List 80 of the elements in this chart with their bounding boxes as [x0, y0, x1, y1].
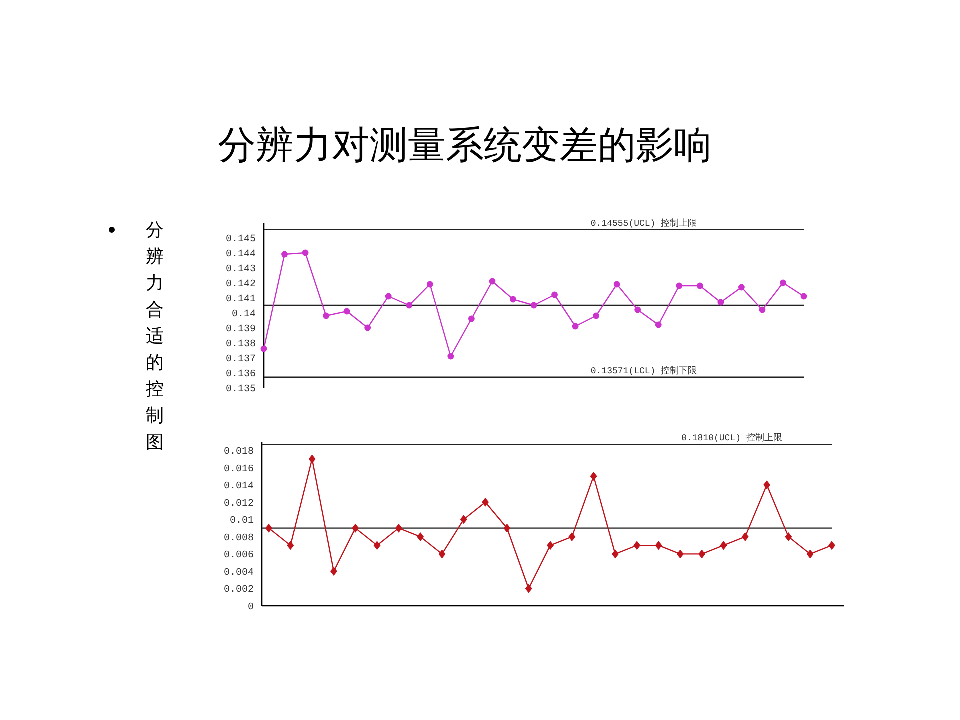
point	[460, 515, 468, 524]
point	[676, 282, 683, 290]
y-tick-label: 0.137	[226, 354, 256, 366]
point	[352, 524, 360, 533]
point	[395, 524, 402, 533]
point	[547, 541, 554, 550]
y-tick-label: 0.018	[224, 447, 254, 458]
point	[764, 480, 771, 490]
point	[417, 532, 424, 542]
point	[655, 541, 662, 550]
point	[438, 550, 446, 559]
point	[385, 293, 392, 300]
point	[302, 250, 309, 256]
y-tick-label: 0.014	[224, 482, 254, 493]
y-tick-label: 0.136	[226, 370, 256, 380]
point	[468, 316, 475, 322]
point	[482, 498, 490, 507]
y-tick-label: 0.139	[226, 324, 256, 336]
point	[742, 532, 749, 542]
y-tick-label: 0.012	[224, 498, 254, 510]
point	[718, 299, 724, 306]
point	[676, 550, 684, 559]
point	[655, 322, 662, 328]
point	[612, 550, 619, 559]
point	[759, 306, 766, 314]
point	[448, 353, 454, 360]
point	[364, 324, 372, 332]
point	[530, 302, 538, 309]
point	[806, 550, 814, 559]
point	[260, 346, 268, 352]
y-tick-label: 0.008	[224, 533, 254, 544]
y-tick-label: 0.01	[230, 516, 254, 528]
y-tick-label: 0.141	[226, 294, 256, 306]
chart-title: 分辨力对测量系统变差的影响	[218, 123, 712, 167]
point	[330, 566, 338, 576]
point	[780, 280, 786, 286]
y-tick-label: 0.142	[226, 280, 256, 290]
y-tick-label: 0.145	[226, 234, 256, 246]
point	[426, 281, 434, 288]
point	[406, 302, 413, 309]
point	[510, 296, 516, 303]
point	[634, 306, 642, 314]
y-tick-label: 0.002	[224, 585, 254, 596]
point	[828, 541, 836, 550]
y-tick-label: 0.006	[224, 550, 254, 562]
point	[572, 323, 579, 330]
point	[489, 278, 496, 285]
point	[800, 293, 808, 300]
y-tick-label: 0.016	[224, 464, 254, 476]
point	[552, 292, 558, 298]
point	[374, 541, 381, 550]
point	[738, 284, 745, 291]
point	[266, 524, 272, 533]
point	[614, 281, 620, 288]
point	[696, 282, 704, 290]
point	[785, 532, 792, 542]
point	[344, 308, 350, 315]
y-tick-label: 0.004	[224, 568, 254, 579]
y-tick-label: 0.138	[226, 340, 256, 350]
y-tick-label: 0.143	[226, 264, 256, 276]
y-tick-label: 0.14	[232, 310, 256, 320]
ref-line-label: 0.14555(UCL) 控制上限	[590, 218, 698, 229]
point	[720, 541, 728, 550]
point	[634, 541, 641, 550]
text: 分辨力合适的控制图	[146, 220, 164, 453]
ref-line-label: 0.1810(UCL) 控制上限	[682, 432, 782, 444]
point	[698, 550, 706, 559]
point	[525, 584, 532, 594]
point	[593, 312, 600, 320]
point	[590, 472, 598, 482]
y-tick-label: 0.135	[226, 384, 256, 396]
point	[282, 251, 288, 258]
point	[568, 532, 576, 542]
y-tick-label: 0	[248, 602, 254, 614]
point	[504, 524, 511, 533]
y-tick-label: 0.144	[226, 250, 256, 260]
point	[287, 541, 294, 550]
ref-line-label: 0.13571(LCL) 控制下限	[590, 365, 698, 376]
point	[308, 454, 316, 464]
point	[323, 312, 330, 320]
